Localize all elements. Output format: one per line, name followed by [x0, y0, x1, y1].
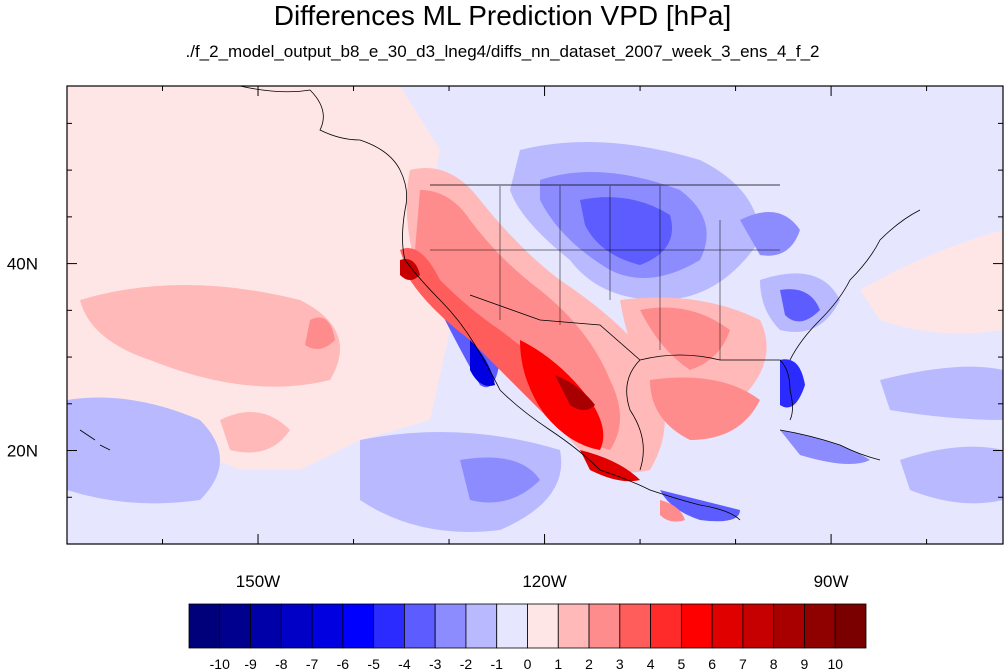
- great-lakes-negative: [740, 212, 800, 256]
- colorbar-label: 5: [677, 656, 685, 672]
- colorbar-swatch: [527, 603, 559, 649]
- plains-negative-core: [580, 197, 672, 265]
- mexico-positive-core: [520, 340, 604, 450]
- colorbar-swatch: [742, 603, 775, 649]
- colorbar-label: -4: [398, 656, 411, 672]
- colorbar-swatch: [650, 603, 682, 649]
- pacific-positive-patch: [220, 412, 290, 453]
- florida-negative: [780, 359, 805, 408]
- map-subtitle: ./f_2_model_output_b8_e_30_d3_lneg4/diff…: [185, 42, 820, 61]
- lat-tick-label: 40N: [7, 255, 38, 274]
- colorbar-label: 10: [827, 656, 843, 672]
- hawaii-negative-region: [67, 397, 220, 504]
- colorbar-swatch: [711, 603, 744, 649]
- colorbar-label: -7: [306, 656, 319, 672]
- us-mexico-border: [469, 294, 641, 361]
- lon-tick-label: 120W: [522, 572, 566, 591]
- colorbar-label: 8: [770, 656, 778, 672]
- colorbar-swatch: [280, 603, 313, 649]
- lon-tick-label: 90W: [814, 572, 849, 591]
- cuba-outline: [779, 429, 881, 461]
- pacific-mexico-positive: [660, 500, 685, 522]
- colorbar-swatch: [557, 603, 590, 649]
- southeast-positive-mid: [640, 307, 730, 370]
- lon-tick-label: 150W: [236, 572, 280, 591]
- east-coast-negative-core: [780, 289, 820, 322]
- colorbar-swatch: [619, 603, 651, 649]
- colorbar-swatch: [188, 603, 221, 649]
- colorbar-swatch: [804, 603, 836, 649]
- baja-coast-negative-core: [470, 340, 495, 386]
- atlantic-positive-region: [860, 230, 1003, 334]
- california-positive-peak: [400, 259, 420, 280]
- lat-tick-label: 20N: [7, 442, 38, 461]
- caribbean-negative-band: [900, 446, 1003, 504]
- plot-frame: [66, 85, 1004, 545]
- gulf-positive: [650, 377, 760, 440]
- map-outlines: [79, 86, 921, 521]
- colorbar-label: -9: [244, 656, 257, 672]
- colorbar-swatch: [373, 603, 405, 649]
- colorbar-label: -3: [429, 656, 442, 672]
- alaska-region: [67, 86, 180, 120]
- colorbar-swatch: [496, 603, 528, 649]
- colorbar-swatch: [434, 603, 467, 649]
- colorbar-swatch: [404, 603, 436, 649]
- colorbar-label: 6: [708, 656, 716, 672]
- pacific-negative-region: [360, 432, 562, 532]
- map-title: Differences ML Prediction VPD [hPa]: [273, 0, 732, 31]
- pacific-coastline: [239, 86, 501, 391]
- colorbar-swatch: [773, 603, 805, 649]
- colorbar-swatch: [588, 603, 621, 649]
- cuba-negative: [780, 430, 870, 464]
- colorbar-swatch: [342, 603, 375, 649]
- colorbar-swatch: [219, 603, 251, 649]
- pacific-positive-region: [67, 86, 450, 470]
- colorbar-label: -8: [275, 656, 288, 672]
- colorbar-label: 7: [739, 656, 747, 672]
- state-borders: [430, 186, 780, 360]
- gulf-coastline: [626, 354, 793, 471]
- pacific-positive-core: [80, 285, 340, 387]
- central-america-negative: [660, 490, 740, 522]
- pacific-negative-core: [460, 457, 540, 503]
- colorbar-swatch: [465, 603, 498, 649]
- colorbar-swatch: [250, 603, 282, 649]
- atlantic-coastline: [789, 209, 921, 361]
- colorbar-label: -6: [337, 656, 350, 672]
- pacific-positive-spot: [305, 317, 335, 349]
- colorbar-label: 9: [801, 656, 809, 672]
- colorbar-label: -10: [210, 656, 230, 672]
- colorbar-label: 2: [585, 656, 593, 672]
- colorbar-label: 1: [554, 656, 562, 672]
- axis-tick-labels: 150W 120W 90W 40N 20N: [7, 255, 849, 591]
- colorbar-label: 0: [524, 656, 532, 672]
- axis-ticks: [67, 86, 1003, 544]
- southern-mexico-positive: [580, 450, 640, 482]
- colorbar-label: 4: [647, 656, 655, 672]
- colorbar-label: -5: [367, 656, 380, 672]
- colorbar-label: -2: [460, 656, 473, 672]
- mexico-positive-peak: [555, 375, 595, 410]
- colorbar-label: -1: [491, 656, 504, 672]
- mexico-pacific-coastline: [499, 389, 741, 521]
- vpd-field: [67, 86, 1003, 544]
- colorbar: -10 -9 -8 -7 -6 -5 -4 -3 -2 -1 0 1 2 3 4 5 6 7 8 9 10: [188, 603, 867, 672]
- colorbar-swatch: [311, 603, 344, 649]
- hawaii-outline: [79, 429, 111, 451]
- colorbar-swatch: [680, 603, 713, 649]
- colorbar-label: 3: [616, 656, 624, 672]
- atlantic-negative-band: [880, 366, 1003, 420]
- colorbar-swatch: [834, 603, 867, 649]
